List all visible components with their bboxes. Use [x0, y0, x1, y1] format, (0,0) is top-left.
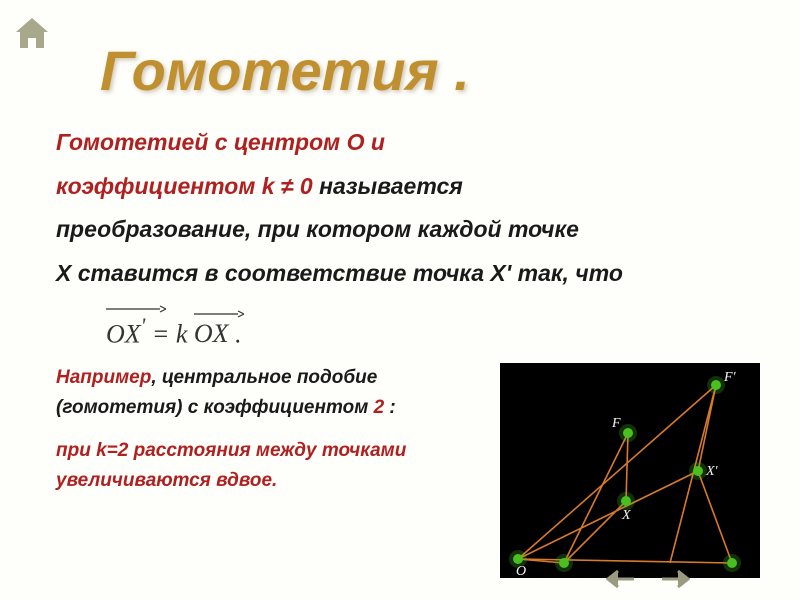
- def-p1a: Гомотетией с центром: [56, 129, 347, 155]
- def-p4a: Х: [56, 260, 71, 286]
- def-p4d: так, что: [511, 260, 623, 286]
- formula-eq: =: [152, 319, 170, 348]
- vec-lhs: OX': [106, 306, 145, 350]
- svg-text:O: O: [516, 564, 526, 578]
- svg-text:X': X': [705, 464, 719, 479]
- next-icon[interactable]: [662, 569, 690, 594]
- def-p4c: Х': [490, 260, 511, 286]
- content-area: Гомотетией с центром О и коэффициентом k…: [0, 121, 800, 578]
- formula-lhs: OX: [106, 319, 141, 348]
- arrow-icon: [194, 309, 244, 319]
- ex-2a: при: [56, 440, 96, 461]
- vec-rhs: OX: [194, 311, 229, 349]
- def-p2b: называется: [313, 173, 463, 199]
- svg-text:F': F': [723, 370, 737, 385]
- formula: OX' = k OX .: [106, 306, 760, 350]
- ex-2d: увеличиваются вдвое.: [56, 470, 277, 491]
- def-p1b: О: [347, 129, 365, 155]
- def-p2a: коэффициентом k ≠ 0: [56, 173, 313, 199]
- lower-row: Например, центральное подобие (гомотетия…: [56, 363, 760, 578]
- formula-dot: .: [235, 319, 242, 348]
- svg-text:X: X: [621, 508, 631, 523]
- definition-text: Гомотетией с центром О и коэффициентом k…: [56, 121, 760, 296]
- svg-text:F: F: [611, 416, 621, 431]
- ex-2b: k=2: [96, 440, 128, 461]
- formula-sup: ': [141, 314, 146, 338]
- ex-2c: расстояния между точками: [128, 440, 406, 461]
- arrow-icon: [106, 304, 166, 314]
- ex-1d: :: [384, 397, 396, 418]
- prev-icon[interactable]: [606, 569, 634, 594]
- formula-rhs: OX: [194, 319, 229, 348]
- ex-1c: 2: [374, 397, 385, 418]
- homothety-diagram: O F F' X X': [500, 363, 760, 578]
- def-p3: преобразование, при котором каждой точке: [56, 216, 579, 242]
- formula-k: k: [176, 319, 188, 348]
- nav-controls: [606, 569, 690, 594]
- def-p1c: и: [364, 129, 384, 155]
- ex-1a: Например: [56, 367, 151, 388]
- page-title: Гомотетия .: [0, 0, 800, 121]
- def-p4b: ставится в соответствие точка: [71, 260, 490, 286]
- example-text: Например, центральное подобие (гомотетия…: [56, 363, 480, 578]
- home-icon[interactable]: [12, 12, 52, 57]
